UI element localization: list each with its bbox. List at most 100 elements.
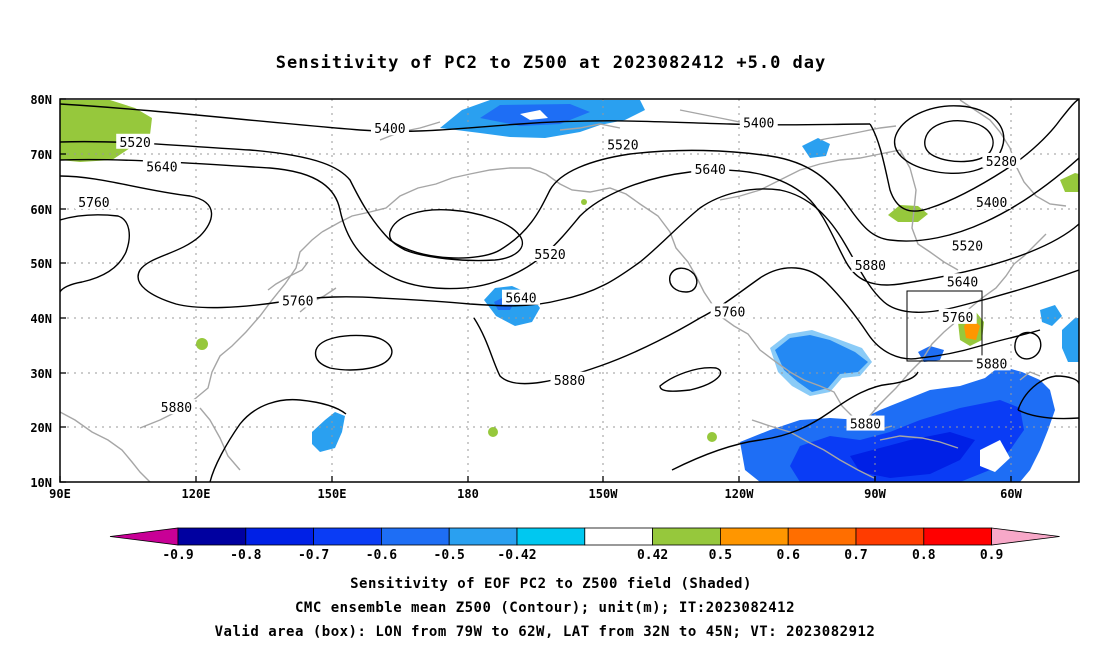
contour-label: 5520 xyxy=(952,240,983,255)
contour-5280-ring xyxy=(924,120,994,163)
lat-tick-label: 50N xyxy=(30,257,52,271)
lat-tick-label: 40N xyxy=(30,312,52,326)
contour-label: 5760 xyxy=(282,294,313,309)
colorbar-label: 0.7 xyxy=(844,548,867,563)
lon-tick-label: 120E xyxy=(182,487,211,501)
colorbar-label: 0.5 xyxy=(709,548,732,563)
contour-label-bg xyxy=(116,133,155,149)
colorbar-segment xyxy=(245,527,315,546)
shade-green-dot-b xyxy=(707,432,717,442)
tick-marks xyxy=(59,98,1012,483)
contour-5880-atlantic xyxy=(1017,375,1079,420)
lon-tick-label: 60W xyxy=(1000,487,1022,501)
valid-area-box xyxy=(906,290,983,362)
contour-label-bg xyxy=(851,256,890,272)
colorbar-label: 0.8 xyxy=(912,548,936,563)
contour-label: 5760 xyxy=(714,305,745,320)
lon-tick-label: 90E xyxy=(49,487,71,501)
lon-tick-label: 90W xyxy=(864,487,886,501)
contour-label-bg xyxy=(74,193,113,209)
z500-contours xyxy=(60,99,1079,482)
colorbar-segment xyxy=(313,527,382,546)
colorbar-segment xyxy=(584,527,653,546)
shade-white-arctic xyxy=(520,110,548,120)
shade-green-dot-a xyxy=(488,427,498,437)
contour-5880-southwest xyxy=(209,398,347,482)
contour-label: 5400 xyxy=(976,196,1007,211)
colorbar-end-right xyxy=(991,527,1060,546)
colorbar-label: -0.9 xyxy=(162,548,193,563)
shade-blue-atlantic-east2 xyxy=(1062,318,1079,362)
plot-frame xyxy=(59,98,1080,483)
plot-area: 5400 5400 5520 5520 5640 5640 5760 5520 5280 5400… xyxy=(60,99,1079,482)
colorbar-segment xyxy=(380,527,450,546)
contour-label: 5640 xyxy=(146,160,177,175)
caption-line-2: CMC ensemble mean Z500 (Contour); unit(m… xyxy=(295,600,795,616)
shade-green-labrador xyxy=(888,205,928,222)
shade-green-atlantic-north xyxy=(1060,173,1079,192)
contour-label: 5880 xyxy=(855,259,886,274)
colorbar-segment xyxy=(448,527,518,546)
lon-tick-label: 120W xyxy=(725,487,755,501)
colorbar-label: -0.5 xyxy=(434,548,465,563)
contour-5640-line xyxy=(60,158,1079,290)
contour-label: 5400 xyxy=(743,117,774,132)
lon-tick-labels: 90E 120E 150E 180 150W 120W 90W 60W xyxy=(49,487,1022,501)
shade-blue-mexico-light xyxy=(770,330,872,396)
contour-label: 5520 xyxy=(607,139,638,154)
contour-label: 5520 xyxy=(120,136,151,151)
colorbar-segment xyxy=(177,527,247,546)
lat-tick-label: 20N xyxy=(30,421,52,435)
contour-5880-big xyxy=(473,267,1041,385)
contour-5880-ring-west xyxy=(314,334,393,371)
contour-label-bg xyxy=(142,158,181,174)
contour-5760-west xyxy=(60,214,130,293)
contour-label: 5640 xyxy=(695,163,726,178)
shade-green-china xyxy=(196,338,208,350)
colorbar-label: -0.7 xyxy=(298,548,329,563)
contour-label: 5280 xyxy=(986,155,1017,170)
colorbar-label: -0.8 xyxy=(230,548,261,563)
shade-blue-atlantic-east xyxy=(1040,305,1062,326)
contour-label: 5760 xyxy=(78,196,109,211)
contour-label-bg xyxy=(739,114,778,130)
colorbar-label: 0.9 xyxy=(980,548,1003,563)
shade-white-caribbean xyxy=(980,440,1010,472)
contour-label-bg xyxy=(691,161,730,177)
contour-5760-line xyxy=(60,175,1079,313)
contour-5880-caribbean xyxy=(671,371,919,471)
lon-tick-label: 150W xyxy=(589,487,619,501)
colorbar-label: -0.6 xyxy=(366,548,397,563)
lat-tick-labels: 80N 70N 60N 50N 40N 30N 20N 10N xyxy=(30,93,52,490)
contour-label: 5640 xyxy=(505,292,536,307)
colorbar-segment xyxy=(923,527,992,546)
shade-blue-greenland xyxy=(802,138,830,158)
colorbar-segment xyxy=(855,527,925,546)
contour-label-bg xyxy=(278,292,317,308)
contour-5520-line xyxy=(60,140,1079,259)
contour-label: 5760 xyxy=(942,311,973,326)
contour-label-bg xyxy=(501,289,540,305)
contour-label: 5880 xyxy=(850,418,881,433)
contour-5880-south xyxy=(659,367,722,392)
colorbar-end-left xyxy=(109,527,179,546)
contour-5880-atlantic-ring xyxy=(1014,331,1042,360)
lon-tick-label: 150E xyxy=(318,487,347,501)
contour-label: 5880 xyxy=(554,374,585,389)
contour-label-bg xyxy=(972,355,1011,371)
contour-5400-east xyxy=(869,99,1079,212)
contour-label-bg xyxy=(550,371,589,387)
contour-label-bg xyxy=(938,308,977,324)
shade-blue-philippine-sea xyxy=(312,412,345,452)
contour-label: 5520 xyxy=(534,248,565,263)
lat-tick-label: 10N xyxy=(30,476,52,490)
contour-label-bg xyxy=(943,273,982,289)
contour-label: 5640 xyxy=(947,275,978,290)
colorbar-label: 0.42 xyxy=(637,548,668,563)
colorbar-segment xyxy=(787,527,857,546)
lat-tick-label: 70N xyxy=(30,148,52,162)
colorbar-segment xyxy=(516,527,586,546)
contour-label-bg xyxy=(370,120,409,136)
contour-label-bg xyxy=(948,237,987,253)
colorbar-label: 0.6 xyxy=(776,548,800,563)
